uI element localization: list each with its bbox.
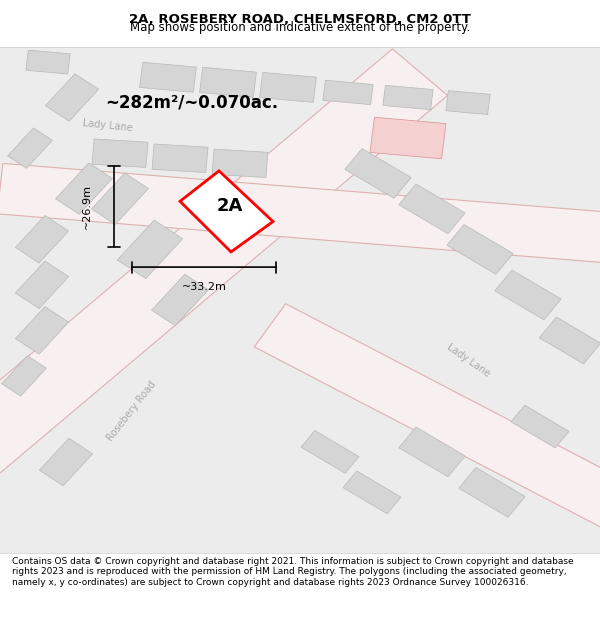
Polygon shape bbox=[0, 163, 600, 264]
Polygon shape bbox=[370, 118, 446, 159]
Polygon shape bbox=[399, 184, 465, 234]
Polygon shape bbox=[539, 317, 600, 364]
Polygon shape bbox=[212, 149, 268, 178]
Text: 2A: 2A bbox=[217, 198, 243, 216]
Polygon shape bbox=[260, 72, 316, 102]
Polygon shape bbox=[26, 50, 70, 74]
Polygon shape bbox=[447, 224, 513, 274]
Polygon shape bbox=[152, 144, 208, 172]
Polygon shape bbox=[8, 128, 52, 168]
Polygon shape bbox=[92, 173, 148, 224]
Polygon shape bbox=[383, 86, 433, 109]
Polygon shape bbox=[16, 307, 68, 354]
Text: ~33.2m: ~33.2m bbox=[182, 282, 226, 292]
Polygon shape bbox=[0, 49, 448, 501]
Polygon shape bbox=[40, 438, 92, 486]
Polygon shape bbox=[140, 62, 196, 92]
Polygon shape bbox=[343, 471, 401, 514]
Text: Contains OS data © Crown copyright and database right 2021. This information is : Contains OS data © Crown copyright and d… bbox=[12, 557, 574, 586]
Polygon shape bbox=[92, 139, 148, 168]
Text: Lady Lane: Lady Lane bbox=[82, 118, 134, 133]
Polygon shape bbox=[459, 468, 525, 518]
Polygon shape bbox=[323, 80, 373, 104]
Polygon shape bbox=[446, 91, 490, 114]
Polygon shape bbox=[46, 74, 98, 121]
Text: Map shows position and indicative extent of the property.: Map shows position and indicative extent… bbox=[130, 21, 470, 34]
Polygon shape bbox=[56, 163, 112, 214]
Polygon shape bbox=[254, 304, 600, 534]
Polygon shape bbox=[200, 68, 256, 98]
Text: Rosebery Road: Rosebery Road bbox=[106, 379, 158, 443]
Polygon shape bbox=[118, 220, 182, 279]
Polygon shape bbox=[495, 270, 561, 320]
Text: Lady Lane: Lady Lane bbox=[445, 342, 491, 379]
Polygon shape bbox=[2, 356, 46, 396]
Text: ~282m²/~0.070ac.: ~282m²/~0.070ac. bbox=[106, 94, 278, 111]
Polygon shape bbox=[511, 405, 569, 448]
Polygon shape bbox=[180, 171, 273, 252]
Polygon shape bbox=[345, 149, 411, 198]
Polygon shape bbox=[16, 216, 68, 263]
Polygon shape bbox=[301, 431, 359, 473]
Polygon shape bbox=[16, 261, 68, 309]
Text: ~26.9m: ~26.9m bbox=[82, 184, 92, 229]
Polygon shape bbox=[399, 427, 465, 477]
Text: 2A, ROSEBERY ROAD, CHELMSFORD, CM2 0TT: 2A, ROSEBERY ROAD, CHELMSFORD, CM2 0TT bbox=[129, 13, 471, 26]
Polygon shape bbox=[152, 274, 208, 326]
